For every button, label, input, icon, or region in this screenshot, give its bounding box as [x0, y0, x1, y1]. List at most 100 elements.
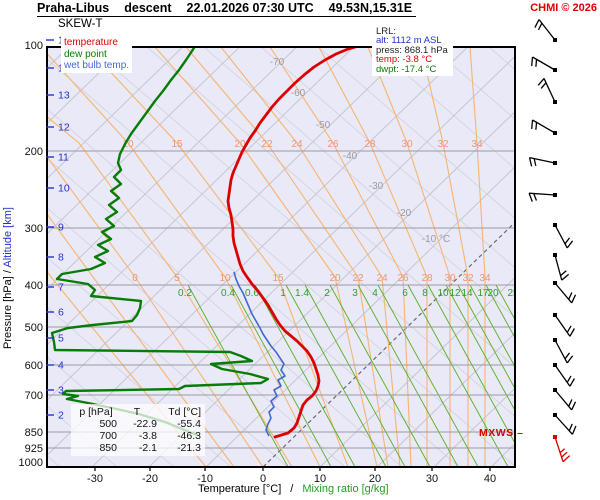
- wind-barb-part: [568, 399, 573, 407]
- wind-barb-part: [554, 282, 573, 304]
- temp-tick-label: 20: [369, 473, 381, 485]
- dry-adiabat-label: 30: [401, 139, 413, 150]
- wind-barb: [531, 56, 557, 72]
- dry-adiabat-label: 32: [437, 139, 449, 150]
- table-row: 500 -22.9 -55.4: [75, 418, 201, 430]
- dry-adiabat-label: 26: [327, 139, 339, 150]
- mixing-ratio-line: [516, 285, 600, 467]
- isotherm-label: -60: [291, 88, 306, 99]
- max-wind-barb: [553, 435, 571, 463]
- isotherm-label: -30: [369, 181, 384, 192]
- table-cell: -22.9: [133, 418, 157, 430]
- table-cell: -21.3: [177, 442, 201, 454]
- dry-adiabat-line: [420, 47, 469, 467]
- wind-barb-part: [534, 19, 540, 28]
- dry-adiabat-line: [220, 47, 401, 467]
- isotherm-line: [47, 47, 126, 125]
- dry-adiabat-label: 26: [397, 273, 409, 284]
- diagram-type-label: SKEW-T: [58, 18, 103, 30]
- moist-adiabat-line: [47, 58, 515, 467]
- mixing-ratio-line: [427, 284, 515, 445]
- chart-title: Praha-Libus descent 22.01.2026 07:30 UTC…: [37, 1, 417, 17]
- dry-adiabat-label: 30: [444, 273, 456, 284]
- mixing-ratio-line: [254, 284, 356, 467]
- wind-barb: [553, 388, 577, 411]
- mixing-ratio-line: [445, 284, 515, 412]
- legend-temperature: temperature: [64, 37, 118, 48]
- temp-tick-label: 0: [260, 473, 266, 485]
- copyright-notice: CHMI © 2026: [530, 2, 597, 14]
- moist-adiabat-line: [47, 207, 346, 467]
- mixing-ratio-line: [469, 284, 515, 368]
- wind-barb: [528, 192, 557, 202]
- mixing-ratio-line: [187, 284, 289, 467]
- mixing-ratio-line: [304, 284, 406, 467]
- pressure-tick-label: 400: [25, 280, 43, 292]
- wind-barb-part: [532, 119, 556, 134]
- table-cell: T: [133, 406, 141, 418]
- temp-tick-label: -10: [197, 473, 213, 485]
- altitude-tick-label: 7: [58, 282, 64, 294]
- wind-barb-part: [531, 119, 534, 130]
- isotherm-label: -50: [316, 120, 331, 131]
- isotherm-line: [205, 166, 515, 467]
- wind-barb-part: [533, 158, 537, 167]
- mixing-ratio-label: 1.4: [295, 288, 309, 299]
- lrl-dewpoint: dwpt: -17.4 °C: [376, 63, 437, 75]
- isotherm-line: [433, 387, 515, 467]
- wind-barb-part: [554, 314, 571, 337]
- max-wind-speed-label: MXWS –: [479, 427, 524, 439]
- dry-adiabat-label: 22: [352, 273, 364, 284]
- table-cell: -55.4: [177, 418, 201, 430]
- moist-adiabat-line: [47, 306, 232, 467]
- wind-barb-part: [571, 401, 577, 411]
- pressure-tick-label: 925: [25, 443, 43, 455]
- pressure-tick-label: 1000: [19, 457, 43, 469]
- wind-barb-part: [554, 414, 573, 435]
- dry-adiabat-line: [469, 47, 486, 467]
- wind-barb-part: [568, 292, 573, 300]
- wind-barb-part: [566, 325, 572, 333]
- wind-barb-part: [554, 436, 564, 462]
- altitude-tick-label: 5: [58, 333, 64, 345]
- isotherm-label: -20: [397, 208, 412, 219]
- wind-barb-part: [554, 224, 568, 249]
- wind-barb-part: [569, 378, 575, 387]
- x-axis-temp-title: Temperature [°C]: [198, 483, 282, 495]
- dry-adiabat-label: 24: [376, 273, 388, 284]
- wind-barb-part: [566, 375, 572, 383]
- temperature-curve: [226, 47, 361, 439]
- dry-adiabat-line: [269, 47, 412, 467]
- mixing-ratio-line: [285, 284, 387, 467]
- wind-barb-part: [559, 448, 565, 454]
- wind-barb-part: [538, 19, 556, 41]
- wind-barb-part: [561, 451, 568, 458]
- lrl-pressure: press: 868.1 hPa: [376, 44, 448, 56]
- altitude-tick-label: 13: [58, 90, 70, 102]
- temp-tick-label: 10: [314, 473, 326, 485]
- dry-adiabat-line: [47, 52, 321, 467]
- pressure-tick-label: 300: [25, 223, 43, 235]
- table-row: 850 -2.1 -21.3: [75, 442, 201, 454]
- altitude-tick-label: 4: [58, 360, 64, 372]
- dry-adiabat-label: 10: [122, 139, 134, 150]
- mixing-ratio-line: [457, 284, 515, 390]
- isotherm-line: [376, 332, 515, 467]
- wet-bulb-curve: [233, 271, 286, 437]
- altitude-tick-label: 2: [58, 410, 64, 422]
- wind-barb-part: [537, 22, 543, 31]
- wind-barb-part: [543, 78, 556, 103]
- mixing-ratio-label: 10: [437, 288, 449, 299]
- mixing-ratio-line: [357, 284, 459, 467]
- table-cell: 700: [99, 430, 117, 442]
- mixing-ratio-label: 14: [461, 288, 473, 299]
- temp-tick-label: -20: [142, 473, 158, 485]
- wind-barb-part: [564, 237, 571, 245]
- wind-barb: [537, 78, 557, 104]
- dry-adiabat-label: 24: [291, 139, 303, 150]
- wind-barb-part: [531, 56, 534, 67]
- isotherm-line: [47, 47, 354, 346]
- wind-barb-part: [529, 192, 556, 196]
- lrl-altitude: alt: 1112 m ASL: [376, 35, 442, 47]
